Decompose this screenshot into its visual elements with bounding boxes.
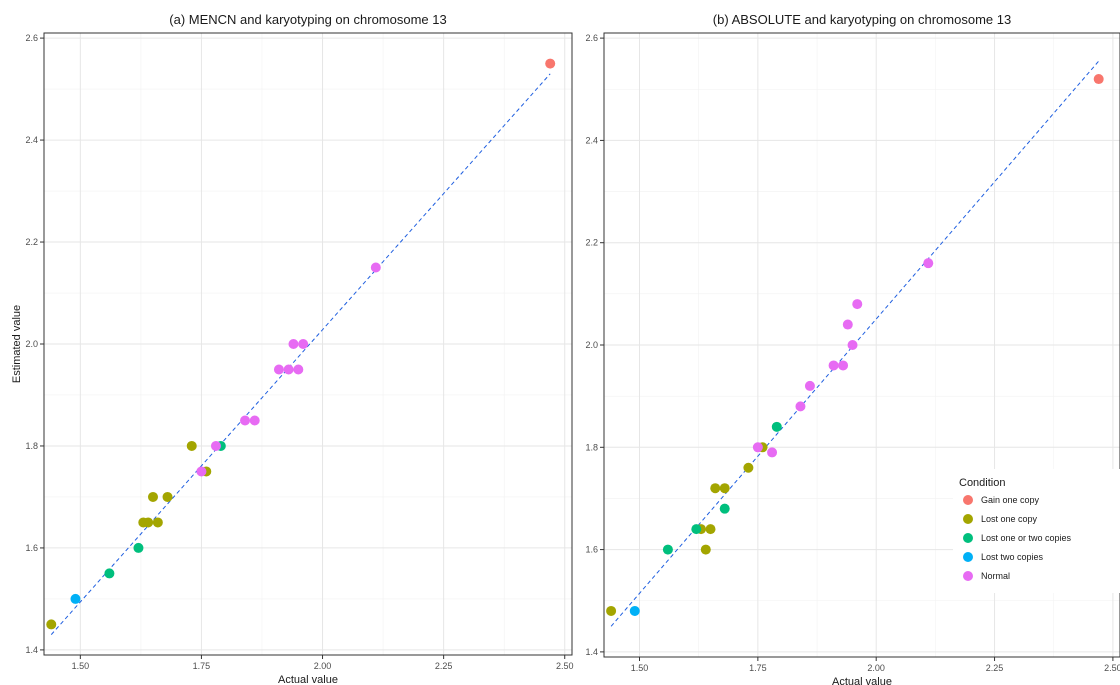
x-tick-label: 2.00	[867, 663, 885, 673]
panel-title: (b) ABSOLUTE and karyotyping on chromoso…	[713, 12, 1011, 27]
legend-swatch	[963, 552, 973, 562]
y-tick-label: 2.6	[585, 33, 598, 43]
x-axis-label: Actual value	[832, 676, 892, 685]
x-tick-label: 2.25	[986, 663, 1004, 673]
y-tick-label: 2.4	[585, 135, 598, 145]
data-point-normal	[370, 262, 381, 273]
y-tick-label: 1.4	[585, 647, 598, 657]
y-tick-label: 1.4	[25, 645, 38, 655]
legend-title: Condition	[959, 477, 1005, 489]
data-point-normal	[293, 364, 304, 375]
data-point-lost-one-copy	[147, 491, 158, 502]
data-point-lost-one-copy	[186, 440, 197, 451]
y-tick-label: 2.0	[25, 339, 38, 349]
data-point-lost-one-or-two-copies	[662, 544, 673, 555]
data-point-lost-two-copies	[629, 605, 640, 616]
panel-border	[43, 32, 573, 656]
reference-line	[50, 73, 551, 635]
legend-swatch	[963, 571, 973, 581]
x-tick-label: 1.50	[72, 661, 90, 671]
data-point-normal	[804, 380, 815, 391]
panel-a: 1.50 1.75 2.00 2.25 2.50 1.4 1.6 1.8 2.0 2.2 2.4 2.…	[11, 12, 573, 685]
legend: Condition Gain one copy Lost one copy Lost …	[953, 469, 1120, 593]
y-tick-label: 1.6	[585, 545, 598, 555]
data-point-normal	[767, 447, 778, 458]
x-tick-label: 2.50	[556, 661, 574, 671]
data-point-lost-one-or-two-copies	[691, 524, 702, 535]
data-point-normal	[847, 340, 858, 350]
data-point-lost-one-copy	[743, 462, 754, 473]
panel-title: (a) MENCN and karyotyping on chromosome …	[169, 12, 446, 27]
data-point-lost-one-copy	[152, 517, 163, 528]
legend-swatch	[963, 514, 973, 524]
data-point-normal	[752, 442, 763, 453]
y-tick-label: 2.0	[585, 340, 598, 350]
y-tick-label: 2.2	[25, 237, 38, 247]
data-point-gain-one-copy	[545, 58, 556, 69]
y-axis-label: Estimated value	[11, 305, 23, 383]
x-tick-label: 2.50	[1104, 663, 1120, 673]
legend-background	[953, 469, 1120, 593]
x-tick-label: 1.75	[749, 663, 767, 673]
x-tick-label: 2.00	[314, 661, 332, 671]
data-point-normal	[288, 339, 299, 349]
data-point-normal	[838, 360, 849, 371]
legend-item-label: Normal	[981, 571, 1010, 581]
data-point-lost-one-copy	[46, 619, 57, 630]
legend-swatch	[963, 495, 973, 505]
data-point-normal	[298, 339, 309, 349]
data-point-lost-one-or-two-copies	[104, 568, 115, 579]
y-tick-label: 1.8	[25, 441, 38, 451]
legend-item-label: Lost two copies	[981, 552, 1044, 562]
x-axis-label: Actual value	[278, 674, 338, 685]
x-tick-label: 1.50	[631, 663, 649, 673]
y-tick-label: 1.8	[585, 442, 598, 452]
data-point-normal	[273, 364, 284, 375]
legend-item-label: Gain one copy	[981, 495, 1040, 505]
data-point-normal	[283, 364, 294, 375]
data-point-normal	[240, 415, 251, 426]
data-point-lost-one-copy	[606, 605, 617, 616]
data-point-lost-one-or-two-copies	[771, 421, 782, 432]
data-point-normal	[249, 415, 260, 426]
data-point-normal	[795, 401, 806, 412]
data-point-lost-one-copy	[705, 524, 716, 535]
data-point-lost-one-copy	[700, 544, 711, 555]
x-tick-label: 2.25	[435, 661, 453, 671]
data-point-normal	[852, 299, 863, 310]
legend-item-label: Lost one or two copies	[981, 533, 1072, 543]
y-tick-label: 2.6	[25, 33, 38, 43]
legend-swatch	[963, 533, 973, 543]
y-tick-label: 1.6	[25, 543, 38, 553]
data-point-normal	[196, 466, 207, 477]
panel-border	[603, 32, 1120, 658]
data-point-lost-one-copy	[719, 483, 730, 494]
data-point-lost-two-copies	[70, 593, 81, 604]
data-point-normal	[923, 258, 934, 269]
data-point-lost-one-copy	[710, 483, 721, 494]
data-point-lost-one-copy	[143, 517, 154, 528]
legend-item-label: Lost one copy	[981, 514, 1038, 524]
data-point-lost-one-or-two-copies	[719, 503, 730, 514]
data-point-gain-one-copy	[1093, 74, 1104, 85]
data-point-normal	[210, 440, 221, 451]
data-point-lost-one-or-two-copies	[133, 542, 144, 553]
y-tick-label: 2.2	[585, 238, 598, 248]
data-point-normal	[828, 360, 839, 371]
x-tick-label: 1.75	[193, 661, 211, 671]
data-point-normal	[842, 319, 853, 330]
data-point-lost-one-copy	[162, 491, 173, 502]
y-tick-label: 2.4	[25, 135, 38, 145]
